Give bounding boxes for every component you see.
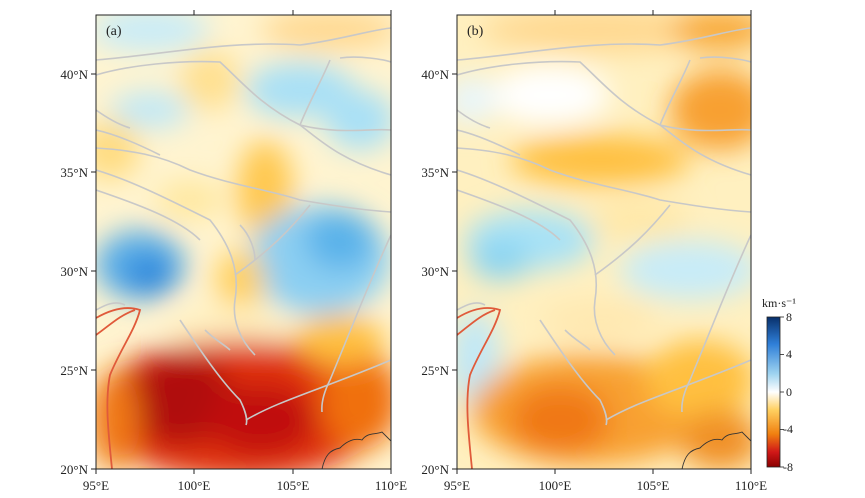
y-tick-b-25: 25°N — [421, 363, 449, 378]
panel-label-b: (b) — [467, 24, 484, 39]
x-tick-a-95: 95°E — [83, 478, 109, 493]
y-tick-a-40: 40°N — [60, 67, 88, 82]
axes — [91, 10, 752, 474]
fault-lines-b — [457, 27, 751, 426]
y-tick-a-25: 25°N — [60, 363, 88, 378]
x-tick-b-105: 105°E — [637, 478, 670, 493]
y-tick-b-35: 35°N — [421, 165, 449, 180]
panel-b: (b) — [456, 14, 752, 470]
colorbar-gradient — [766, 316, 781, 468]
plate-boundary-b — [457, 307, 502, 469]
plate-boundary-a — [96, 307, 142, 469]
y-tick-b-30: 30°N — [421, 264, 449, 279]
x-tick-b-100: 100°E — [539, 478, 572, 493]
coastline-a — [321, 431, 391, 469]
colorbar-tick-0: 0 — [786, 385, 792, 399]
velocity-field-b — [457, 15, 751, 469]
y-tick-a-20: 20°N — [60, 462, 88, 477]
x-tick-a-110: 110°E — [375, 478, 407, 493]
colorbar-tick-neg8: -8 — [783, 460, 793, 474]
colorbar-tick-4: 4 — [786, 347, 792, 361]
x-tick-a-100: 100°E — [178, 478, 211, 493]
colorbar-unit: km·s⁻¹ — [762, 296, 796, 310]
y-tick-b-40: 40°N — [421, 67, 449, 82]
colorbar-tick-neg4: -4 — [783, 422, 793, 436]
map-frame-b — [456, 14, 752, 470]
x-tick-b-110: 110°E — [735, 478, 767, 493]
coastline-b — [681, 431, 751, 469]
y-tick-b-20: 20°N — [421, 462, 449, 477]
x-tick-a-105: 105°E — [277, 478, 310, 493]
y-tick-a-35: 35°N — [60, 165, 88, 180]
fault-lines-a — [96, 27, 391, 426]
x-tick-b-95: 95°E — [444, 478, 470, 493]
panel-label-a: (a) — [106, 24, 122, 39]
colorbar-tick-8: 8 — [786, 310, 792, 324]
map-frame-a — [95, 14, 392, 470]
velocity-field-a — [96, 15, 391, 469]
colorbar: km·s⁻¹ 8 4 0 -4 -8 — [762, 296, 796, 474]
panel-a: (a) — [95, 14, 392, 470]
y-tick-a-30: 30°N — [60, 264, 88, 279]
